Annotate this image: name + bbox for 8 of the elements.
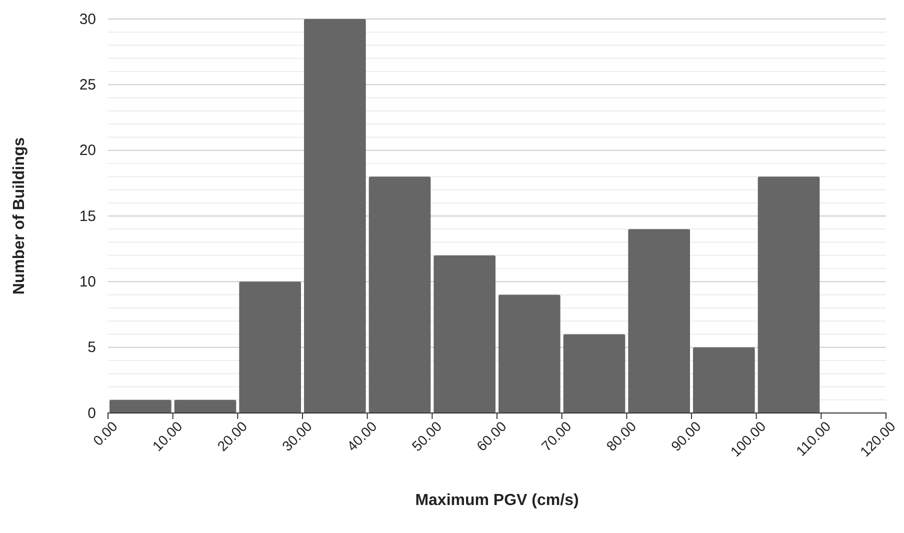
- y-tick-label: 5: [88, 339, 96, 356]
- y-tick-label: 20: [79, 142, 96, 160]
- y-tick-label: 30: [79, 10, 96, 28]
- y-axis-title: Number of Buildings: [11, 137, 28, 295]
- y-tick-label: 10: [79, 273, 96, 290]
- y-tick-label: 25: [79, 76, 96, 94]
- y-tick-label: 15: [79, 208, 96, 225]
- x-axis-title: Maximum PGV (cm/s): [415, 492, 579, 509]
